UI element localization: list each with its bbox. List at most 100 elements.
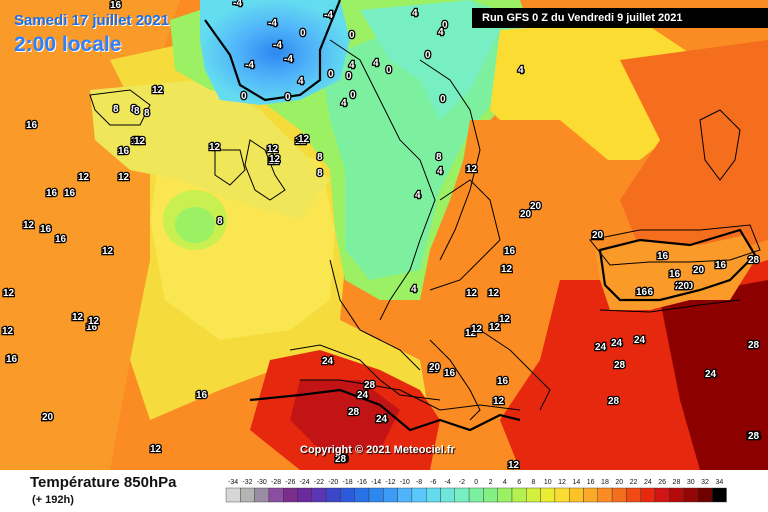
color-scale-swatch <box>454 487 470 503</box>
temperature-label: 20 <box>530 201 542 212</box>
temperature-label: 20 <box>42 412 54 423</box>
temperature-label: -4 <box>324 10 333 21</box>
temperature-label: 0 <box>300 28 306 39</box>
coastline-italy <box>429 339 481 421</box>
forecast-time: 2:00 locale <box>14 33 122 56</box>
temperature-label: 16 <box>636 287 648 298</box>
color-scale-tick: 32 <box>701 479 709 486</box>
temperature-label: 16 <box>46 188 58 199</box>
color-scale-swatch <box>383 487 398 503</box>
color-scale-tick: 30 <box>687 479 695 486</box>
coastline-uk <box>244 139 286 201</box>
temperature-label: 20 <box>675 281 687 292</box>
color-scale-tick: -18 <box>342 479 352 486</box>
color-scale-swatch <box>283 487 298 503</box>
color-scale-swatch <box>240 487 255 503</box>
temperature-label: 12 <box>131 136 143 147</box>
color-scale-swatch <box>483 487 498 503</box>
color-scale-swatch <box>325 487 341 503</box>
color-scale-swatch <box>669 487 684 503</box>
temperature-label: 16 <box>110 0 122 11</box>
model-run-banner: Run GFS 0 Z du Vendredi 9 juillet 2021 <box>472 8 768 28</box>
color-scale-swatch <box>540 487 556 503</box>
temperature-label: 0 <box>425 50 431 61</box>
temperature-label: 4 <box>349 60 355 71</box>
temperature-label: 12 <box>499 314 511 325</box>
temperature-label: 12 <box>471 324 483 335</box>
zone-north-sea-yellow <box>90 80 330 220</box>
color-scale-swatch <box>526 487 541 503</box>
color-scale-swatch <box>654 487 670 503</box>
temperature-label: 16 <box>26 120 38 131</box>
temperature-label: 0 <box>442 20 448 31</box>
color-scale-tick: 0 <box>474 479 478 486</box>
color-scale-tick: -32 <box>242 479 252 486</box>
coastline-north-africa <box>300 379 521 411</box>
temperature-label: 20 <box>676 281 688 292</box>
color-scale-swatch <box>583 487 599 503</box>
color-scale-swatch <box>354 487 370 503</box>
temperature-label: -4 <box>245 60 254 71</box>
coastline-turkey-south <box>599 299 741 313</box>
temperature-label: 0 <box>346 71 352 82</box>
temperature-label: 20 <box>429 362 441 373</box>
color-scale-swatch <box>683 487 699 503</box>
temperature-label: 12 <box>466 288 478 299</box>
coastline-scandinavia <box>329 39 436 321</box>
color-scale-swatch <box>611 487 627 503</box>
temperature-label: 4 <box>518 65 524 76</box>
color-scale-tick: 20 <box>615 479 623 486</box>
temperature-label: 28 <box>748 340 760 351</box>
temperature-label: 24 <box>376 414 388 425</box>
temperature-label: 16 <box>715 260 727 271</box>
coastline-baltic <box>429 179 501 291</box>
temperature-label: 28 <box>364 380 376 391</box>
coastline-blacksea <box>589 224 761 266</box>
color-scale-tick: 34 <box>715 479 723 486</box>
color-scale-tick: 12 <box>558 479 566 486</box>
temperature-label: 12 <box>152 85 164 96</box>
color-scale-tick: -12 <box>385 479 395 486</box>
zone-hot-africa-core <box>290 380 400 450</box>
temperature-label: 16 <box>6 354 18 365</box>
temperature-label: 8 <box>317 168 323 179</box>
coastline-europe-west <box>329 259 421 371</box>
temperature-label: 16 <box>642 287 654 298</box>
color-scale-tick: 4 <box>503 479 507 486</box>
temperature-label: 0 <box>350 90 356 101</box>
color-scale-swatch <box>697 487 713 503</box>
temperature-label: -4 <box>268 18 277 29</box>
temperature-label: 16 <box>428 364 440 375</box>
temperature-label: 12 <box>295 136 307 147</box>
temperature-label: 12 <box>489 322 501 333</box>
temperature-label: 12 <box>78 172 90 183</box>
temperature-label: 4 <box>437 166 443 177</box>
temperature-label: 28 <box>348 407 360 418</box>
color-scale-tick: -34 <box>228 479 238 486</box>
coastline-ireland <box>214 149 246 186</box>
temperature-label: 20 <box>678 281 690 292</box>
temperature-label: 8 <box>436 152 442 163</box>
temperature-label: 12 <box>592 231 604 242</box>
temperature-label: 28 <box>336 454 348 465</box>
temperature-label: 12 <box>268 156 280 167</box>
temperature-label: 4 <box>411 284 417 295</box>
temperature-label: 28 <box>748 431 760 442</box>
temperature-label: 0 <box>285 92 291 103</box>
temperature-label: 0 <box>386 65 392 76</box>
color-scale-tick: -6 <box>430 479 436 486</box>
temperature-label: 12 <box>134 136 146 147</box>
temperature-label: 8 <box>134 106 140 117</box>
temperature-label: 12 <box>118 172 130 183</box>
temperature-label: 4 <box>412 8 418 19</box>
temperature-label: 24 <box>705 369 717 380</box>
zone-cyan <box>360 0 500 120</box>
temperature-label: 28 <box>335 454 347 465</box>
color-scale-swatch <box>311 487 327 503</box>
temperature-label: 0 <box>328 69 334 80</box>
temperature-label: 28 <box>614 360 626 371</box>
temperature-label: 16 <box>40 224 52 235</box>
color-scale-tick: -22 <box>314 479 324 486</box>
